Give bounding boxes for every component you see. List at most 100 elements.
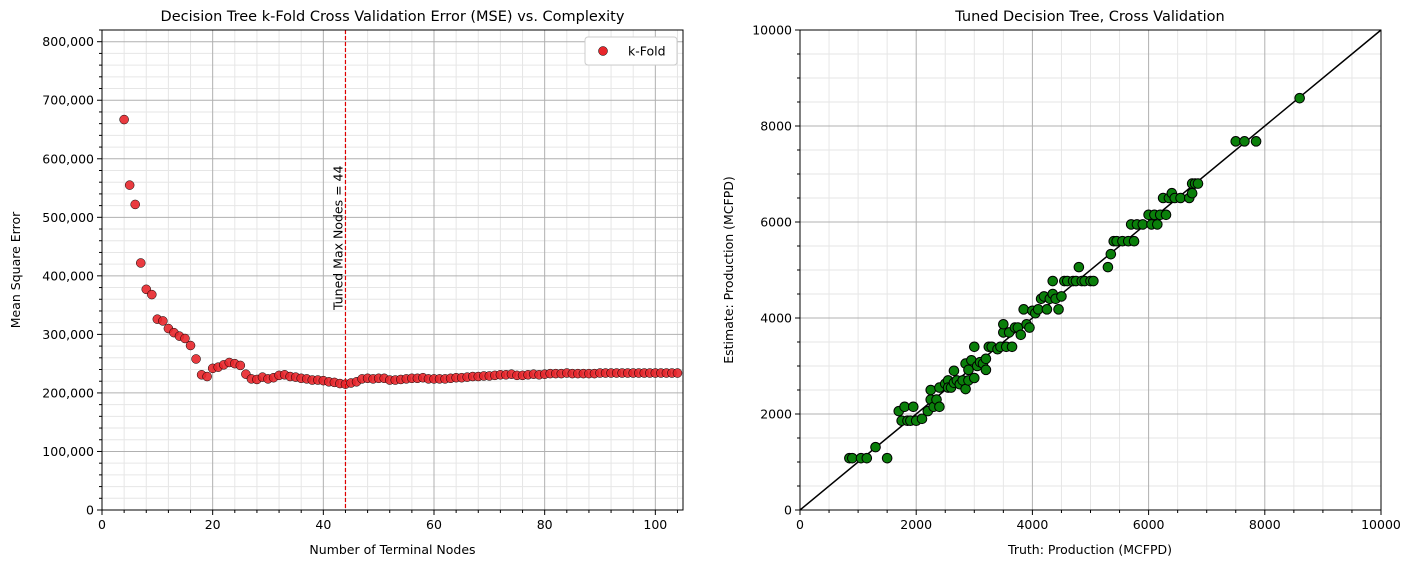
data-point (916, 413, 928, 425)
x-tick-label: 80 (537, 517, 553, 532)
data-point (925, 384, 937, 396)
chart-title: Decision Tree k-Fold Cross Validation Er… (161, 9, 625, 25)
x-tick-label: 6000 (1133, 517, 1165, 532)
data-point (1294, 92, 1305, 104)
data-point (948, 365, 960, 377)
y-tick-label: 2000 (760, 407, 792, 422)
data-point (1105, 248, 1117, 260)
data-point (1250, 136, 1262, 147)
data-point (135, 258, 146, 268)
y-tick-label: 800,000 (42, 34, 94, 49)
data-point (1047, 275, 1059, 287)
data-point (130, 199, 140, 210)
y-tick-label: 8000 (760, 119, 792, 134)
y-axis-label: Mean Square Error (8, 211, 23, 328)
data-point (899, 401, 910, 413)
data-point (1137, 219, 1149, 230)
data-point (1041, 304, 1053, 315)
data-point (1128, 235, 1140, 247)
data-point (1160, 209, 1172, 221)
data-point (1032, 304, 1044, 315)
data-point (180, 333, 190, 344)
data-point (969, 341, 980, 353)
data-point (158, 316, 168, 326)
x-tick-label: 0 (796, 517, 804, 532)
y-tick-label: 100,000 (42, 444, 94, 459)
data-point (980, 353, 992, 365)
data-point (969, 372, 980, 384)
minor-grid (102, 29, 683, 510)
x-axis-label: Truth: Production (MCFPD) (1007, 542, 1172, 557)
data-point (1024, 322, 1035, 333)
data-point (980, 364, 992, 376)
data-point (1056, 291, 1067, 302)
minor-grid (800, 30, 1381, 510)
data-point (147, 289, 157, 300)
mse-vs-complexity-chart: Decision Tree k-Fold Cross Validation Er… (8, 9, 684, 557)
y-tick-label: 4000 (760, 311, 792, 326)
plot-frame (101, 29, 684, 511)
y-tick-label: 0 (86, 503, 94, 518)
major-grid (101, 30, 683, 511)
x-tick-label: 0 (98, 517, 106, 532)
kfold-points (119, 114, 683, 389)
x-tick-label: 4000 (1016, 517, 1048, 532)
data-point (870, 441, 881, 453)
legend: k-Fold (584, 36, 678, 66)
data-point (1018, 304, 1029, 315)
y-tick-label: 500,000 (42, 210, 94, 225)
legend-box (584, 36, 678, 66)
tuned-nodes-annotation: Tuned Max Nodes = 44 (330, 165, 345, 311)
chart-title: Tuned Decision Tree, Cross Validation (954, 9, 1225, 25)
data-point (1053, 304, 1064, 315)
data-point (1175, 192, 1186, 204)
y-tick-label: 700,000 (42, 93, 94, 108)
data-point (1073, 261, 1085, 273)
data-point (934, 401, 945, 413)
data-point (1152, 219, 1163, 230)
data-point (998, 318, 1009, 330)
y-tick-label: 200,000 (42, 385, 94, 400)
data-point (1186, 187, 1198, 199)
data-point (846, 452, 858, 464)
truth-vs-estimate-chart: Tuned Decision Tree, Cross Validation Tr… (721, 9, 1401, 557)
data-point (963, 364, 974, 376)
data-point (202, 371, 212, 382)
y-axis-label: Estimate: Production (MCFPD) (721, 176, 736, 364)
y-tick-label: 10000 (752, 23, 792, 38)
data-point (1015, 329, 1027, 341)
x-tick-label: 60 (426, 517, 442, 532)
x-tick-label: 10000 (1361, 517, 1401, 532)
data-point (1239, 136, 1250, 147)
y-tick-label: 0 (784, 503, 792, 518)
y-tick-label: 400,000 (42, 268, 94, 283)
x-tick-label: 100 (643, 517, 667, 532)
legend-label: k-Fold (628, 44, 666, 59)
data-point (191, 354, 201, 364)
x-tick-label: 40 (315, 517, 331, 532)
data-point (1088, 275, 1099, 287)
one-to-one-line (799, 29, 1382, 511)
data-point (119, 114, 129, 125)
y-tick-label: 6000 (760, 215, 792, 230)
data-point (1192, 178, 1204, 189)
data-point (881, 452, 893, 464)
x-tick-label: 20 (205, 517, 221, 532)
data-point (235, 360, 246, 371)
data-point (1102, 261, 1114, 273)
axis-ticks: 0 2000 4000 6000 8000 10000 0 2000 4000 6000 8000 1… (752, 23, 1401, 533)
data-point (1006, 341, 1018, 353)
data-point (185, 340, 196, 351)
data-point (672, 368, 683, 378)
y-tick-label: 600,000 (42, 151, 94, 166)
plot-frame (799, 29, 1382, 511)
x-tick-label: 2000 (900, 517, 932, 532)
x-tick-label: 8000 (1249, 517, 1281, 532)
y-tick-label: 300,000 (42, 327, 94, 342)
legend-marker (598, 46, 608, 56)
data-point (1230, 136, 1242, 147)
data-point (907, 401, 919, 413)
data-point (124, 180, 135, 190)
x-axis-label: Number of Terminal Nodes (309, 542, 475, 557)
